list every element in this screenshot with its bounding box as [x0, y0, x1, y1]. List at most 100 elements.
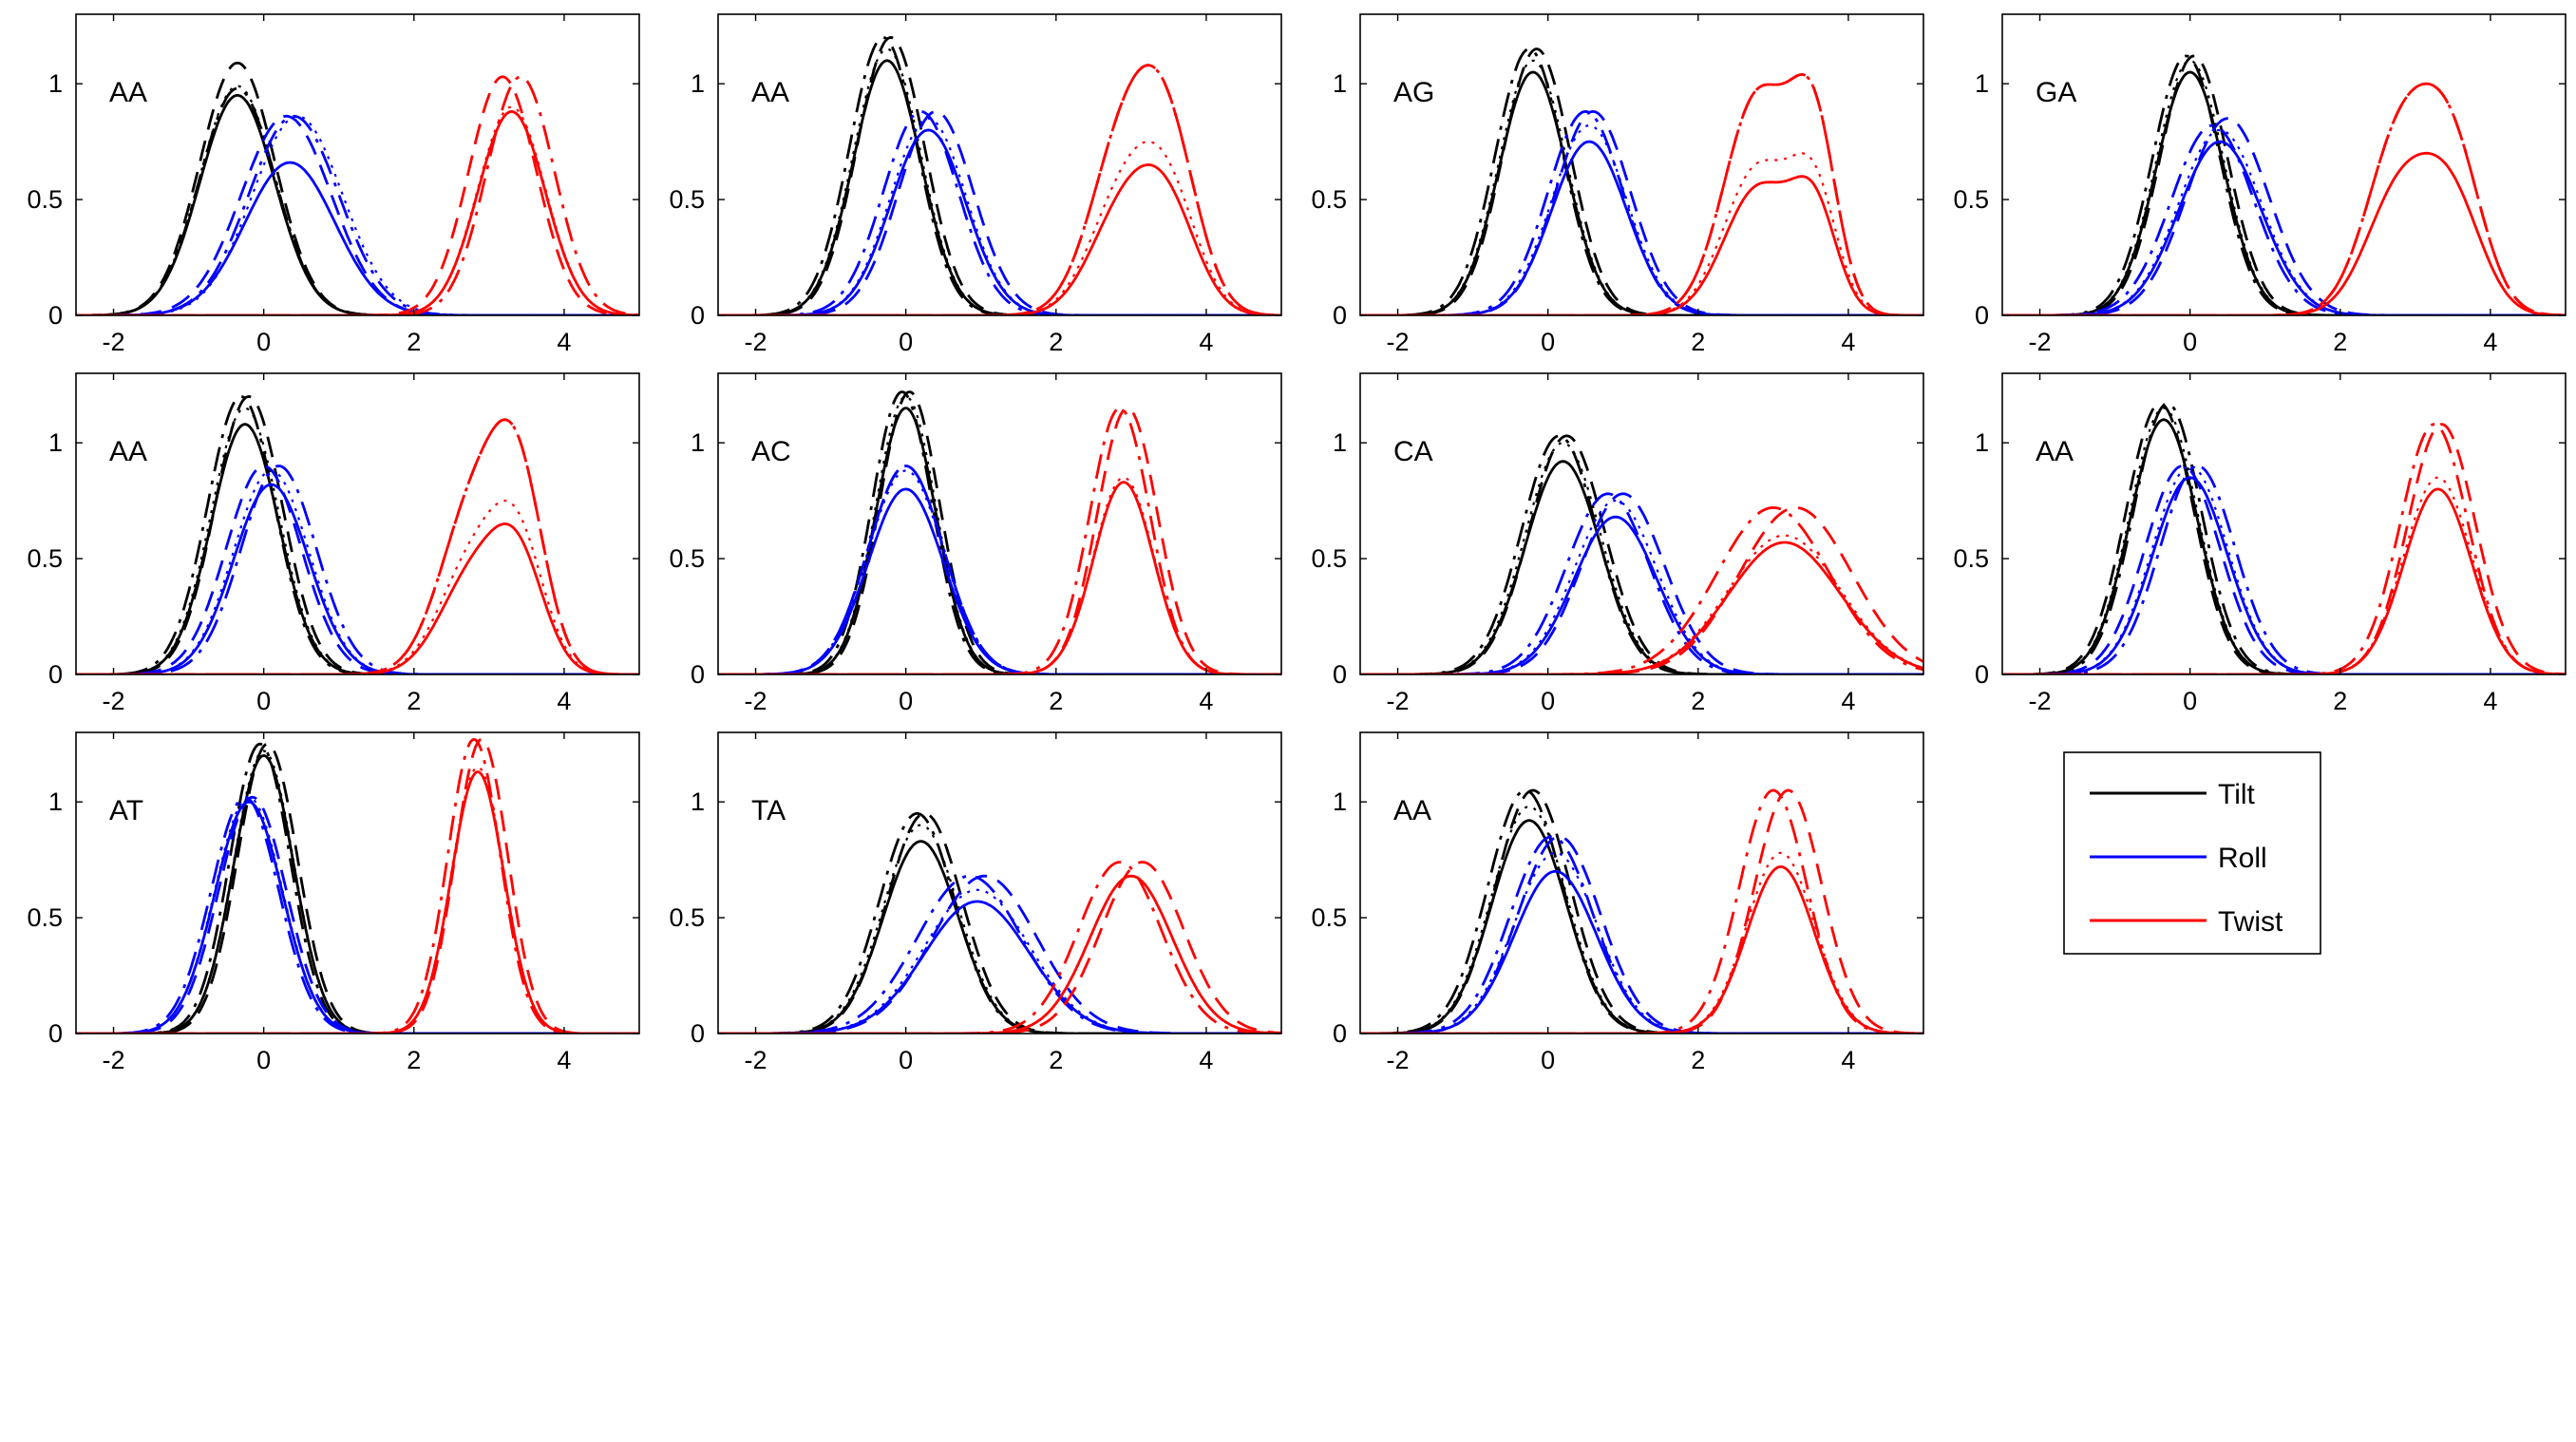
panel: -2 0 2 4 0 0.5 1 AC: [669, 372, 1282, 715]
curves: [1360, 788, 1923, 1034]
roll-solid-line: [76, 161, 639, 315]
tilt-dashed-line: [1360, 434, 1923, 674]
y-tick-label: 0.5: [27, 903, 63, 932]
tilt-dashed-line: [76, 742, 639, 1034]
y-tick-label: 1: [48, 428, 63, 457]
y-tick-label: 1: [48, 69, 63, 98]
x-tick-label: -2: [1387, 1046, 1410, 1074]
x-tick-label: -2: [1387, 328, 1410, 356]
roll-dashed-line: [1360, 110, 1923, 315]
tilt-solid-line: [718, 840, 1281, 1034]
axes-frame: [717, 13, 1282, 316]
curves: [76, 737, 639, 1034]
y-tick-label: 1: [691, 428, 705, 457]
y-tick-label: 1: [1975, 69, 1989, 98]
curves: [718, 390, 1281, 674]
x-tick-label: 2: [407, 687, 421, 715]
y-tick-label: 0.5: [1953, 185, 1989, 214]
y-tick-label: 0: [1975, 301, 1989, 330]
y-tick-label: 0: [691, 301, 705, 330]
roll-dashdot-line: [76, 114, 639, 315]
axes-frame: [75, 731, 640, 1034]
axes-frame: [717, 372, 1282, 675]
roll-dotted-line: [1360, 851, 1923, 1034]
x-tick-label: 4: [1199, 1046, 1213, 1074]
y-tick-label: 0.5: [1311, 185, 1347, 214]
twist-dotted-line: [76, 500, 639, 674]
x-tick-label: -2: [103, 1046, 125, 1074]
x-tick-label: 4: [1841, 1046, 1855, 1074]
x-tick-label: 2: [1049, 687, 1063, 715]
legend: Tilt Roll Twist: [2063, 751, 2321, 955]
panel: -2 0 2 4 0 0.5 1 AA: [27, 13, 640, 356]
twist-dotted-line: [718, 141, 1281, 315]
tilt-dashed-line: [718, 36, 1281, 315]
y-tick-label: 0.5: [1953, 544, 1989, 573]
panel: -2 0 2 4 0 0.5 1 AA: [1953, 372, 2567, 715]
y-tick-label: 1: [1333, 787, 1347, 816]
legend-label-twist: Twist: [2218, 906, 2283, 938]
twist-dashed-line: [76, 737, 639, 1034]
x-tick-label: -2: [103, 687, 125, 715]
x-tick-label: 2: [407, 1046, 421, 1074]
x-tick-label: 0: [899, 1046, 913, 1074]
x-tick-label: 0: [899, 687, 913, 715]
y-tick-label: 0: [691, 1019, 705, 1048]
tilt-dashdot-line: [1360, 788, 1923, 1034]
y-tick-label: 0.5: [669, 903, 705, 932]
x-tick-label: 0: [1541, 1046, 1555, 1074]
panel-label: AA: [109, 436, 147, 467]
tilt-dashed-line: [1360, 47, 1923, 315]
y-tick-label: 1: [48, 787, 63, 816]
panel-label: AG: [1393, 77, 1434, 108]
twist-dashed-line: [718, 407, 1281, 674]
y-tick-label: 0: [48, 301, 63, 330]
x-tick-label: 4: [1199, 328, 1213, 356]
twist-dashdot-line: [1360, 506, 1923, 674]
legend-label-tilt: Tilt: [2218, 779, 2256, 810]
roll-dashdot-line: [718, 110, 1281, 315]
x-tick-label: 4: [2483, 328, 2497, 356]
twist-solid-line: [718, 874, 1281, 1034]
y-tick-label: 1: [691, 69, 705, 98]
x-tick-label: -2: [103, 328, 125, 356]
x-tick-label: 2: [1049, 1046, 1063, 1074]
x-tick-label: 0: [256, 687, 271, 715]
panel: -2 0 2 4 0 0.5 1 TA: [669, 731, 1282, 1074]
axes-frame: [2001, 372, 2567, 675]
twist-dashed-line: [1360, 73, 1923, 315]
roll-dotted-line: [2002, 465, 2566, 674]
twist-dashdot-line: [2002, 423, 2566, 674]
twist-dashdot-line: [76, 75, 639, 315]
panel: -2 0 2 4 0 0.5 1 AG: [1311, 13, 1924, 356]
twist-dashdot-line: [718, 407, 1281, 674]
roll-dashed-line: [718, 110, 1281, 315]
panel-label: AA: [2036, 436, 2074, 467]
twist-dashdot-line: [1360, 788, 1923, 1034]
axes-frame: [1359, 372, 1924, 675]
y-tick-label: 1: [1333, 69, 1347, 98]
y-tick-label: 0: [48, 1019, 63, 1048]
x-tick-label: -2: [745, 328, 767, 356]
roll-dashdot-line: [1360, 492, 1923, 674]
legend-label-roll: Roll: [2218, 843, 2267, 874]
panel-label: AA: [109, 77, 147, 108]
y-tick-label: 1: [1333, 428, 1347, 457]
x-tick-label: 4: [557, 328, 571, 356]
x-tick-label: 0: [1541, 328, 1555, 356]
y-tick-label: 1: [1975, 428, 1989, 457]
roll-dashed-line: [76, 114, 639, 315]
y-tick-label: 0.5: [1311, 544, 1347, 573]
x-tick-label: 4: [557, 1046, 571, 1074]
y-tick-label: 0: [1333, 660, 1347, 689]
y-tick-label: 0.5: [27, 544, 63, 573]
panel-label: AA: [751, 77, 789, 108]
axes-frame: [1359, 13, 1924, 316]
x-tick-label: -2: [2029, 328, 2052, 356]
curves: [2002, 402, 2566, 674]
panel-label: AA: [1393, 795, 1431, 826]
x-tick-label: -2: [2029, 687, 2052, 715]
roll-dashed-line: [2002, 465, 2566, 674]
x-tick-label: 4: [1199, 687, 1213, 715]
tilt-dotted-line: [1360, 442, 1923, 674]
